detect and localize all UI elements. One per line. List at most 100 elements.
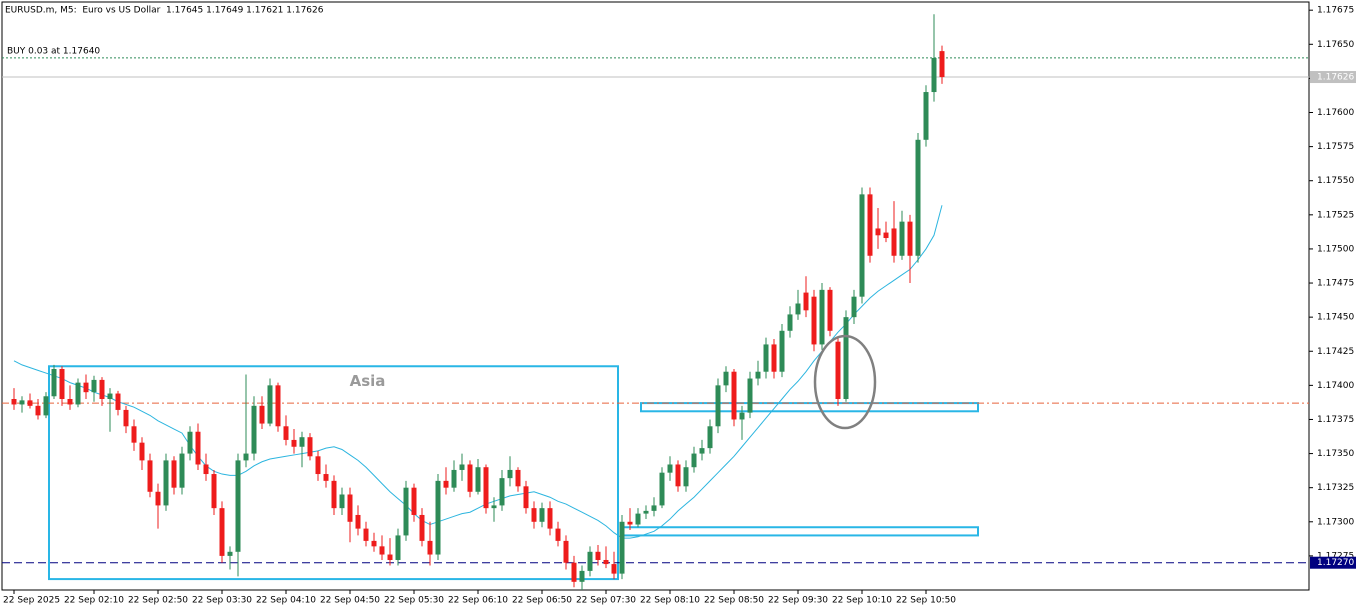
candle-body (35, 405, 41, 416)
candle-body (939, 51, 945, 78)
y-tick-label: 1.17275 (1317, 551, 1354, 561)
price-label-box (1310, 71, 1356, 84)
y-tick-label: 1.17525 (1317, 210, 1354, 220)
candle-body (731, 371, 737, 420)
candle-body (627, 521, 633, 525)
candle-body (595, 551, 601, 560)
y-tick-label: 1.17450 (1317, 313, 1354, 323)
candle-body (475, 467, 481, 492)
candle-body (299, 437, 305, 447)
candle-body (867, 194, 873, 256)
candle-body (587, 551, 593, 571)
highlight-circle (813, 334, 877, 430)
price-label: 1.17626 (1317, 73, 1354, 83)
candle-body (91, 379, 97, 393)
candle-body (283, 426, 289, 440)
x-tick-label: 22 Sep 07:30 (576, 596, 636, 606)
candle-body (195, 431, 201, 465)
candle-body (467, 464, 473, 492)
candle-body (323, 474, 329, 481)
candle-body (155, 491, 161, 506)
candle-body (763, 344, 769, 372)
price-label-box (1310, 556, 1356, 569)
y-tick-label: 1.17550 (1317, 176, 1354, 186)
candle-body (251, 405, 257, 454)
candle-body (635, 513, 641, 525)
candle-body (563, 540, 569, 563)
x-tick-label: 22 Sep 02:50 (128, 596, 188, 606)
candle-body (691, 453, 697, 468)
y-tick-label: 1.17425 (1317, 347, 1354, 357)
candle-body (891, 228, 897, 256)
y-tick-label: 1.17600 (1317, 108, 1354, 118)
trade-annotation: BUY 0.03 at 1.17640 (7, 46, 100, 56)
candle-body (859, 194, 865, 297)
candle-body (67, 399, 73, 405)
candle-body (779, 330, 785, 372)
candle-body (19, 400, 25, 405)
candle-body (395, 535, 401, 560)
candle-body (371, 540, 377, 547)
candle-body (931, 57, 937, 93)
candle-body (443, 480, 449, 488)
x-tick-label: 22 Sep 06:50 (512, 596, 572, 606)
x-tick-label: 22 Sep 03:30 (192, 596, 252, 606)
candle-body (347, 494, 353, 522)
zone (640, 402, 979, 413)
candle-body (643, 510, 649, 514)
candle-body (235, 460, 241, 552)
y-tick-label: 1.17350 (1317, 449, 1354, 459)
y-tick-label: 1.17575 (1317, 142, 1354, 152)
x-tick-label: 22 Sep 10:50 (896, 596, 956, 606)
chart-title: EURUSD.m, M5: Euro vs US Dollar 1.17645 … (5, 6, 324, 16)
candle-body (675, 464, 681, 487)
candle-body (523, 486, 529, 509)
candle-body (651, 505, 657, 511)
candle-body (139, 442, 145, 461)
candle-body (707, 426, 713, 449)
candle-body (915, 139, 921, 256)
candle-body (187, 431, 193, 454)
candle-body (259, 405, 265, 424)
candle-body (275, 385, 281, 427)
candle-body (451, 469, 457, 488)
candle-body (163, 460, 169, 506)
price-label: 1.17270 (1317, 558, 1354, 568)
candle-body (331, 480, 337, 509)
candle-body (107, 393, 113, 400)
candle-body (499, 478, 505, 506)
candle-body (755, 371, 761, 379)
candle-body (27, 400, 33, 406)
candle-body (811, 296, 817, 345)
candle-body (787, 314, 793, 331)
candle-body (99, 379, 105, 400)
candle-body (531, 508, 537, 522)
x-tick-label: 22 Sep 2025 (3, 596, 60, 606)
candle-body (923, 92, 929, 140)
candle-body (619, 521, 625, 574)
candle-body (603, 559, 609, 565)
candle-body (435, 480, 441, 555)
candle-body (491, 505, 497, 509)
candle-body (115, 393, 121, 410)
moving-average (13, 205, 943, 539)
y-tick-label: 1.17675 (1317, 6, 1354, 16)
candle-body (699, 448, 705, 454)
candle-body (851, 296, 857, 318)
candle-body (243, 453, 249, 461)
plot-frame (1, 1, 1310, 591)
candle-body (819, 289, 825, 345)
candle-body (507, 469, 513, 479)
candle-body (131, 426, 137, 443)
candle-body (555, 528, 561, 541)
candle-body (379, 546, 385, 555)
y-tick-label: 1.17500 (1317, 244, 1354, 254)
candle-body (291, 439, 297, 447)
candle-body (715, 385, 721, 427)
x-tick-label: 22 Sep 02:10 (64, 596, 124, 606)
candle-body (267, 385, 273, 424)
candle-body (203, 464, 209, 475)
candle-body (123, 409, 129, 427)
candle-body (83, 382, 89, 393)
candle-body (219, 508, 225, 556)
